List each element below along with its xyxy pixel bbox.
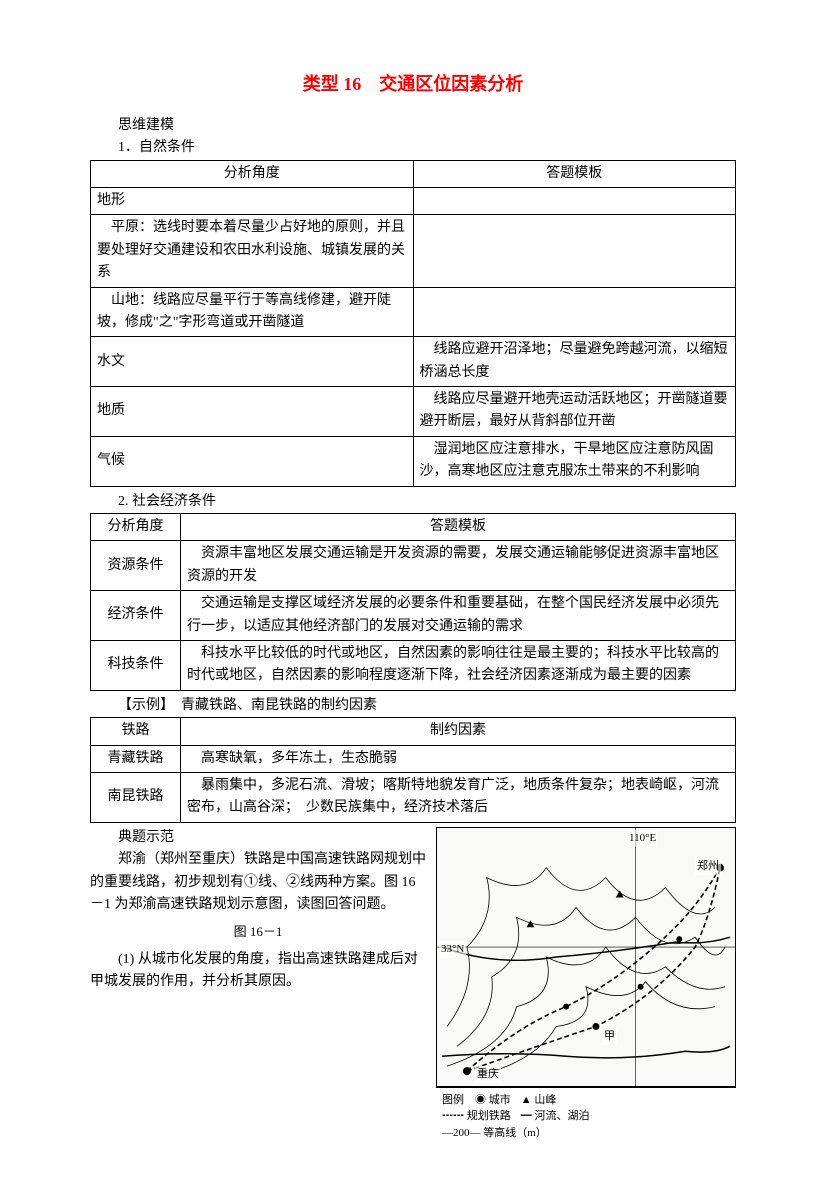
map-figure: 110°E 33°N 重庆 郑州 甲 图例 ◉ 城市 ▲ 山峰 ┅┅ 规划铁路 …	[436, 827, 736, 1146]
map-svg	[437, 828, 735, 1086]
th-template: 答题模板	[181, 514, 736, 541]
cell: 平原：选线时要本着尽量少占好地的原则，并且要处理好交通建设和农田水利设施、城镇发…	[91, 215, 414, 287]
cell: 经济条件	[91, 591, 181, 641]
cell: 地形	[91, 187, 414, 214]
cell: 青藏铁路	[91, 745, 181, 772]
section-modeling: 思维建模	[90, 115, 736, 137]
label-lat: 33°N	[439, 941, 466, 959]
legend-item: ―200― 等高线（m）	[442, 1125, 730, 1142]
th-railway: 铁路	[91, 718, 181, 745]
cell: 线路应避开沼泽地；尽量避免跨越河流，以缩短桥涵总长度	[413, 337, 736, 387]
cell: 交通运输是支撑区域经济发展的必要条件和重要基础，在整个国民经济发展中必须先行一步…	[181, 591, 736, 641]
page-title: 类型 16 交通区位因素分析	[90, 70, 736, 99]
subsection-socioeconomic: 2. 社会经济条件	[90, 491, 736, 513]
label-jia: 甲	[602, 1028, 617, 1046]
cell	[413, 187, 736, 214]
cell: 气候	[91, 436, 414, 486]
cell: 湿润地区应注意排水，干旱地区应注意防风固沙，高寒地区应注意克服冻土带来的不利影响	[413, 436, 736, 486]
table-socioeconomic: 分析角度 答题模板 资源条件 资源丰富地区发展交通运输是开发资源的需要，发展交通…	[90, 513, 736, 691]
th-template: 答题模板	[413, 160, 736, 187]
cell: 高寒缺氧，多年冻土，生态脆弱	[181, 745, 736, 772]
cell: 水文	[91, 337, 414, 387]
cell	[413, 287, 736, 337]
table-railway-constraints: 铁路 制约因素 青藏铁路 高寒缺氧，多年冻土，生态脆弱 南昆铁路 暴雨集中，多泥…	[90, 717, 736, 823]
cell: 暴雨集中，多泥石流、滑坡；喀斯特地貌发育广泛，地质条件复杂；地表崎岖，河流密布，…	[181, 772, 736, 822]
legend-item: ┅┅ 规划铁路	[442, 1108, 511, 1125]
label-lon: 110°E	[627, 830, 658, 848]
legend-item: 图例 ◉ 城市	[442, 1092, 511, 1109]
legend-item: ▲ 山峰	[521, 1092, 557, 1109]
map-legend: 图例 ◉ 城市 ▲ 山峰 ┅┅ 规划铁路 ━ 河流、湖泊 ―200― 等高线（m…	[436, 1087, 736, 1146]
cell: 科技条件	[91, 641, 181, 691]
map-sketch: 110°E 33°N 重庆 郑州 甲	[436, 827, 736, 1087]
cell: 地质	[91, 387, 414, 437]
th-angle: 分析角度	[91, 514, 181, 541]
cell: 南昆铁路	[91, 772, 181, 822]
subsection-natural: 1．自然条件	[90, 137, 736, 159]
th-angle: 分析角度	[91, 160, 414, 187]
cell: 科技水平比较低的时代或地区，自然因素的影响往往是最主要的；科技水平比较高的时代或…	[181, 641, 736, 691]
legend-item: ━ 河流、湖泊	[521, 1108, 590, 1125]
label-zhengzhou: 郑州	[695, 858, 721, 876]
cell: 资源条件	[91, 541, 181, 591]
label-chongqing: 重庆	[475, 1066, 501, 1084]
example-label: 【示例】 青藏铁路、南昆铁路的制约因素	[90, 695, 736, 717]
cell: 线路应尽量避开地壳运动活跃地区；开凿隧道要避开断层，最好从背斜部位开凿	[413, 387, 736, 437]
cell: 山地：线路应尽量平行于等高线修建，避开陡坡，修成"之"字形弯道或开凿隧道	[91, 287, 414, 337]
table-natural-conditions: 分析角度 答题模板 地形 平原：选线时要本着尽量少占好地的原则，并且要处理好交通…	[90, 160, 736, 487]
cell: 资源丰富地区发展交通运输是开发资源的需要，发展交通运输能够促进资源丰富地区资源的…	[181, 541, 736, 591]
th-constraint: 制约因素	[181, 718, 736, 745]
cell	[413, 215, 736, 287]
